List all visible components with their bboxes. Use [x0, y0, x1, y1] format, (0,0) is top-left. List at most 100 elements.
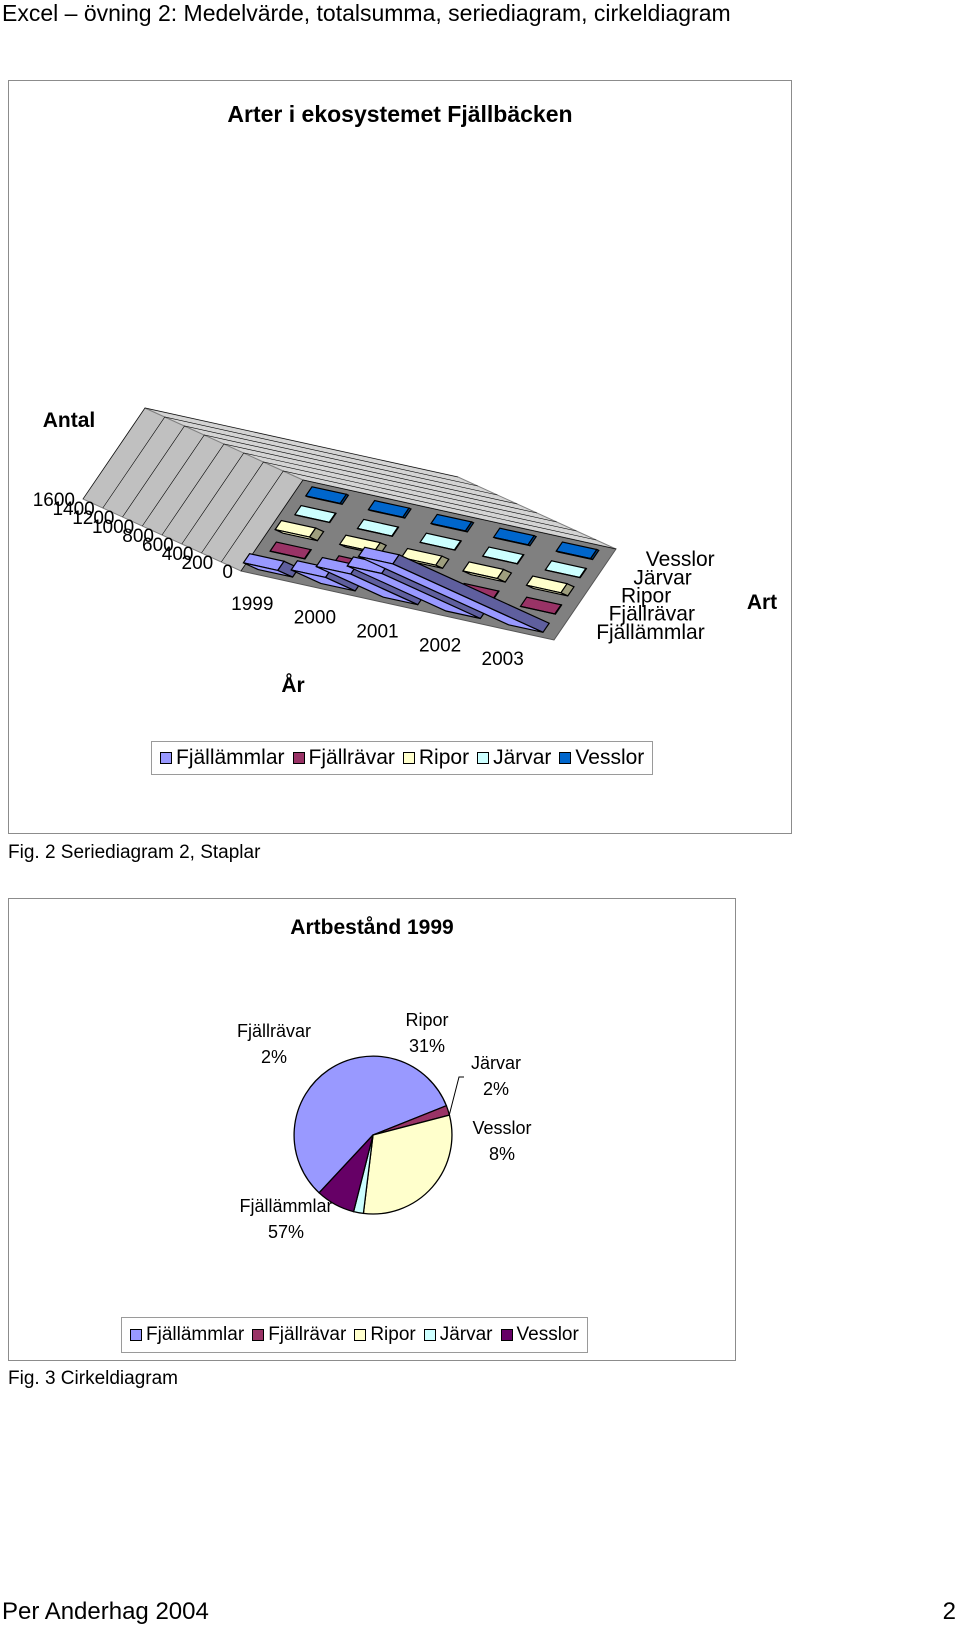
figure-caption-3: Fig. 3 Cirkeldiagram	[8, 1368, 178, 1389]
bar-vesslor-2003	[555, 541, 600, 561]
legend-label: Vesslor	[575, 746, 645, 769]
bar-ripor-1999	[274, 519, 325, 542]
legend-swatch	[160, 752, 172, 764]
legend-label: Fjällrävar	[268, 1324, 347, 1345]
bar-fj-ll-mmlar-2003	[357, 546, 551, 634]
legend-item-fj-llr-var: Fjällrävar	[292, 746, 395, 770]
chart-title: Artbestånd 1999	[290, 916, 453, 939]
pie-slice-vesslor	[318, 1134, 374, 1213]
legend-swatch	[423, 1329, 436, 1341]
bar-ripor-2003	[525, 575, 575, 597]
legend-label: Fjällämmlar	[176, 746, 285, 769]
legend-swatch	[130, 1329, 142, 1341]
footer-author: Per Anderhag 2004	[2, 1598, 209, 1625]
bar-j-rvar-2003	[544, 560, 588, 579]
bar-j-rvar-2002	[481, 546, 525, 565]
series-axis-label: Vesslor	[646, 548, 715, 571]
y-tick-label: 1000	[92, 517, 134, 538]
pie-label-name: Fjällämmlar	[239, 1196, 332, 1216]
legend-item-fj-llr-var: Fjällrävar	[252, 1324, 346, 1346]
legend-label: Ripor	[418, 746, 470, 769]
bar-chart-legend: Fjällämmlar Fjällrävar Ripor Järvar Vesslor	[151, 741, 654, 775]
legend-item-j-rvar: Järvar	[477, 746, 551, 770]
bar-vesslor-2001	[430, 513, 475, 533]
legend-swatch	[252, 1329, 265, 1341]
figure-caption-2: Fig. 2 Seriediagram 2, Staplar	[8, 842, 261, 863]
pie-label-j-rvar: Järvar 2%	[471, 1053, 521, 1099]
bar-vesslor-1999	[304, 486, 350, 506]
document-header: Excel – övning 2: Medelvärde, totalsumma…	[2, 0, 731, 26]
bar-j-rvar-2000	[356, 518, 400, 538]
pie-label-percent: 2%	[483, 1079, 509, 1099]
y-tick-label: 1200	[72, 508, 114, 529]
bar-chart-frame: 0 200 400 600 800 1000 1200 1400 1600 1999 2000 200…	[8, 80, 792, 834]
gridline	[161, 443, 538, 536]
legend-label: Vesslor	[516, 1324, 579, 1345]
legend-swatch	[292, 752, 305, 764]
pie-label-name: Vesslor	[472, 1118, 531, 1138]
bar-ripor-2002	[461, 561, 513, 583]
gridline	[122, 425, 498, 518]
gridline	[240, 479, 617, 572]
gridline	[201, 461, 577, 554]
y-tick-label: 0	[222, 562, 233, 583]
pie-chart: Artbestånd 1999 Fjällämmlar 57% Fjällrävar 2…	[237, 916, 532, 1242]
y-tick-label: 800	[122, 526, 154, 547]
pie-slice-ripor	[362, 1114, 453, 1215]
pie-label-name: Fjällrävar	[237, 1021, 311, 1041]
footer-page-number: 2	[942, 1598, 956, 1625]
pie-chart-legend: Fjällämmlar Fjällrävar Ripor Järvar Vesslor	[121, 1317, 588, 1353]
pie-label-fj-ll-mmlar: Fjällämmlar 57%	[239, 1196, 332, 1242]
legend-swatch	[402, 752, 415, 764]
legend-swatch	[500, 1329, 513, 1341]
bar-vesslor-2002	[492, 527, 538, 547]
series-axis-label: Järvar	[633, 566, 691, 589]
pie-label-percent: 2%	[261, 1047, 287, 1067]
legend-item-fj-ll-mmlar: Fjällämmlar	[160, 746, 285, 770]
x-axis-title: År	[281, 673, 304, 697]
legend-item-vesslor: Vesslor	[559, 746, 644, 770]
legend-item-fj-ll-mmlar: Fjällämmlar	[130, 1324, 244, 1346]
legend-item-vesslor: Vesslor	[500, 1324, 579, 1346]
pie-label-name: Ripor	[405, 1010, 448, 1030]
legend-label: Ripor	[370, 1324, 416, 1345]
x-tick-label: 1999	[231, 594, 273, 615]
pie-label-percent: 57%	[268, 1222, 304, 1242]
pie-label-name: Järvar	[471, 1053, 521, 1073]
bar-fj-llr-var-2003	[519, 596, 563, 615]
chart-title: Arter i ekosystemet Fjällbäcken	[227, 101, 572, 127]
series-axis-title: Art	[747, 591, 777, 614]
gridline	[181, 452, 557, 545]
legend-label: Järvar	[493, 746, 552, 769]
legend-swatch	[477, 752, 490, 764]
pie-label-fj-llr-var: Fjällrävar 2%	[237, 1021, 311, 1067]
legend-label: Fjällämmlar	[146, 1324, 245, 1345]
pie-chart-frame: Artbestånd 1999 Fjällämmlar 57% Fjällrävar 2…	[8, 898, 736, 1361]
legend-item-j-rvar: Järvar	[423, 1324, 493, 1346]
pie-label-ripor: Ripor 31%	[405, 1010, 448, 1056]
legend-swatch	[559, 752, 572, 764]
gridline	[221, 470, 597, 563]
bar-j-rvar-1999	[293, 504, 337, 524]
series-axis-label: Ripor	[621, 585, 671, 608]
gridline	[142, 434, 518, 527]
legend-item-ripor: Ripor	[402, 746, 470, 770]
bar-fj-llr-var-1999	[269, 541, 313, 560]
pie-label-percent: 8%	[489, 1144, 515, 1164]
gridline	[82, 407, 459, 500]
bar-fj-ll-mmlar-1999	[242, 553, 300, 578]
y-tick-label: 1400	[52, 499, 94, 520]
gridline	[102, 416, 478, 509]
y-axis-title: Antal	[43, 409, 96, 432]
y-tick-label: 400	[162, 544, 194, 565]
y-tick-label: 200	[182, 553, 214, 574]
series-axis-label: Fjällämmlar	[596, 621, 705, 644]
x-tick-label: 2000	[294, 608, 336, 629]
pie-slice-fj-ll-mmlar	[293, 1055, 448, 1194]
bar-j-rvar-2001	[419, 532, 463, 551]
pie-label-percent: 31%	[409, 1036, 445, 1056]
x-tick-label: 2003	[482, 649, 524, 670]
series-axis-label: Fjällrävar	[609, 603, 695, 626]
legend-swatch	[354, 1329, 367, 1341]
